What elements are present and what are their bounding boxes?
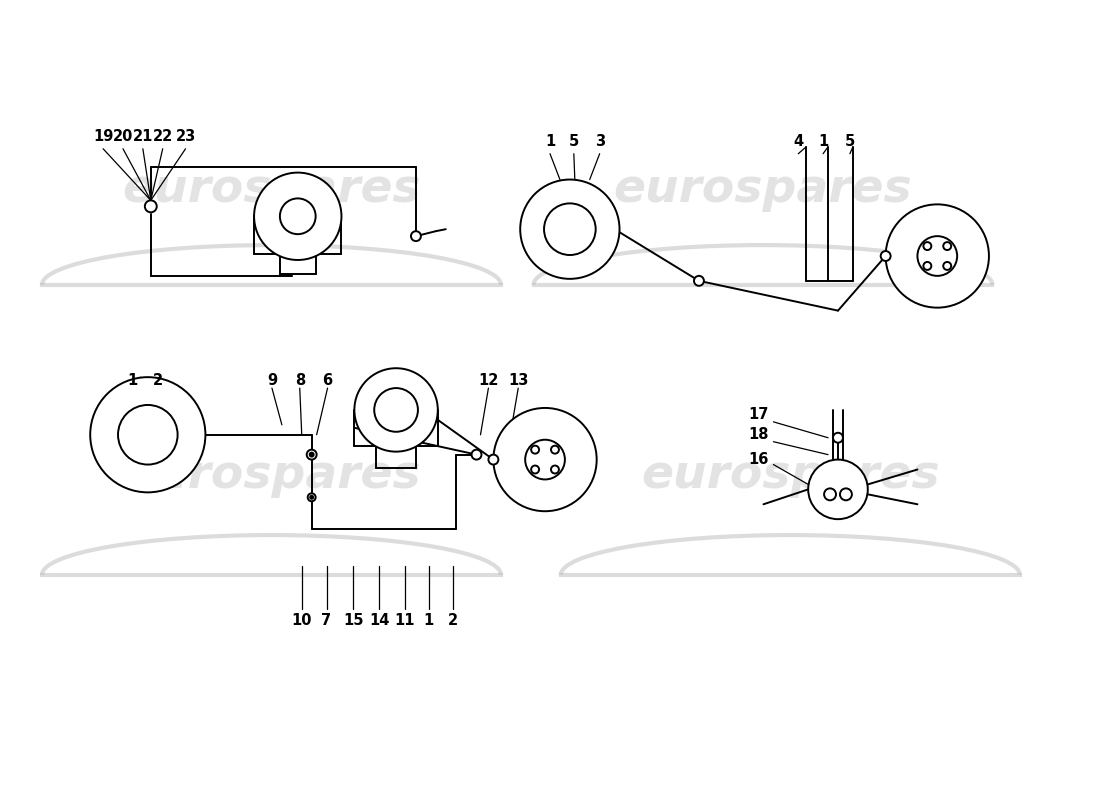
Text: 10: 10: [292, 613, 312, 628]
Text: 1: 1: [544, 134, 556, 150]
Circle shape: [472, 450, 482, 459]
Circle shape: [551, 446, 559, 454]
Circle shape: [944, 262, 952, 270]
Circle shape: [145, 200, 157, 212]
Text: 14: 14: [368, 613, 389, 628]
Circle shape: [923, 242, 932, 250]
Text: 9: 9: [267, 373, 277, 388]
Circle shape: [354, 368, 438, 452]
Circle shape: [551, 466, 559, 474]
Text: 16: 16: [748, 452, 769, 467]
Text: 18: 18: [748, 427, 769, 442]
Circle shape: [494, 408, 596, 511]
Text: eurospares: eurospares: [641, 453, 939, 498]
Circle shape: [886, 204, 989, 308]
Text: 2: 2: [448, 613, 458, 628]
Text: 4: 4: [793, 134, 803, 150]
Circle shape: [488, 454, 498, 465]
Circle shape: [520, 179, 619, 279]
Circle shape: [525, 440, 565, 479]
Circle shape: [531, 446, 539, 454]
Text: 3: 3: [595, 134, 605, 150]
Circle shape: [118, 405, 177, 465]
Text: eurospares: eurospares: [122, 167, 421, 212]
Circle shape: [923, 262, 932, 270]
Text: eurospares: eurospares: [122, 453, 421, 498]
Text: 8: 8: [295, 373, 305, 388]
Circle shape: [309, 495, 315, 500]
Circle shape: [307, 450, 317, 459]
Text: 1: 1: [818, 134, 828, 150]
Text: 2: 2: [153, 373, 163, 388]
Text: 17: 17: [748, 407, 769, 422]
Text: 5: 5: [845, 134, 855, 150]
Circle shape: [531, 466, 539, 474]
Text: 22: 22: [153, 130, 173, 144]
Circle shape: [694, 276, 704, 286]
Circle shape: [544, 203, 596, 255]
Text: 19: 19: [92, 130, 113, 144]
Text: 23: 23: [175, 130, 196, 144]
Text: 1: 1: [424, 613, 434, 628]
Circle shape: [917, 236, 957, 276]
Text: 6: 6: [322, 373, 332, 388]
Text: 20: 20: [113, 130, 133, 144]
Text: 15: 15: [343, 613, 364, 628]
Circle shape: [808, 459, 868, 519]
Circle shape: [90, 377, 206, 492]
Text: 12: 12: [478, 373, 498, 388]
Text: 21: 21: [133, 130, 153, 144]
Circle shape: [254, 173, 341, 260]
Circle shape: [309, 452, 315, 458]
Circle shape: [308, 494, 316, 502]
Circle shape: [824, 488, 836, 500]
Circle shape: [279, 198, 316, 234]
Circle shape: [374, 388, 418, 432]
Text: 5: 5: [569, 134, 579, 150]
Text: 11: 11: [395, 613, 416, 628]
Text: eurospares: eurospares: [614, 167, 912, 212]
Text: 13: 13: [508, 373, 528, 388]
Text: 7: 7: [321, 613, 331, 628]
Circle shape: [411, 231, 421, 241]
Circle shape: [840, 488, 851, 500]
Circle shape: [833, 433, 843, 442]
Circle shape: [881, 251, 891, 261]
Circle shape: [944, 242, 952, 250]
Text: 1: 1: [128, 373, 138, 388]
